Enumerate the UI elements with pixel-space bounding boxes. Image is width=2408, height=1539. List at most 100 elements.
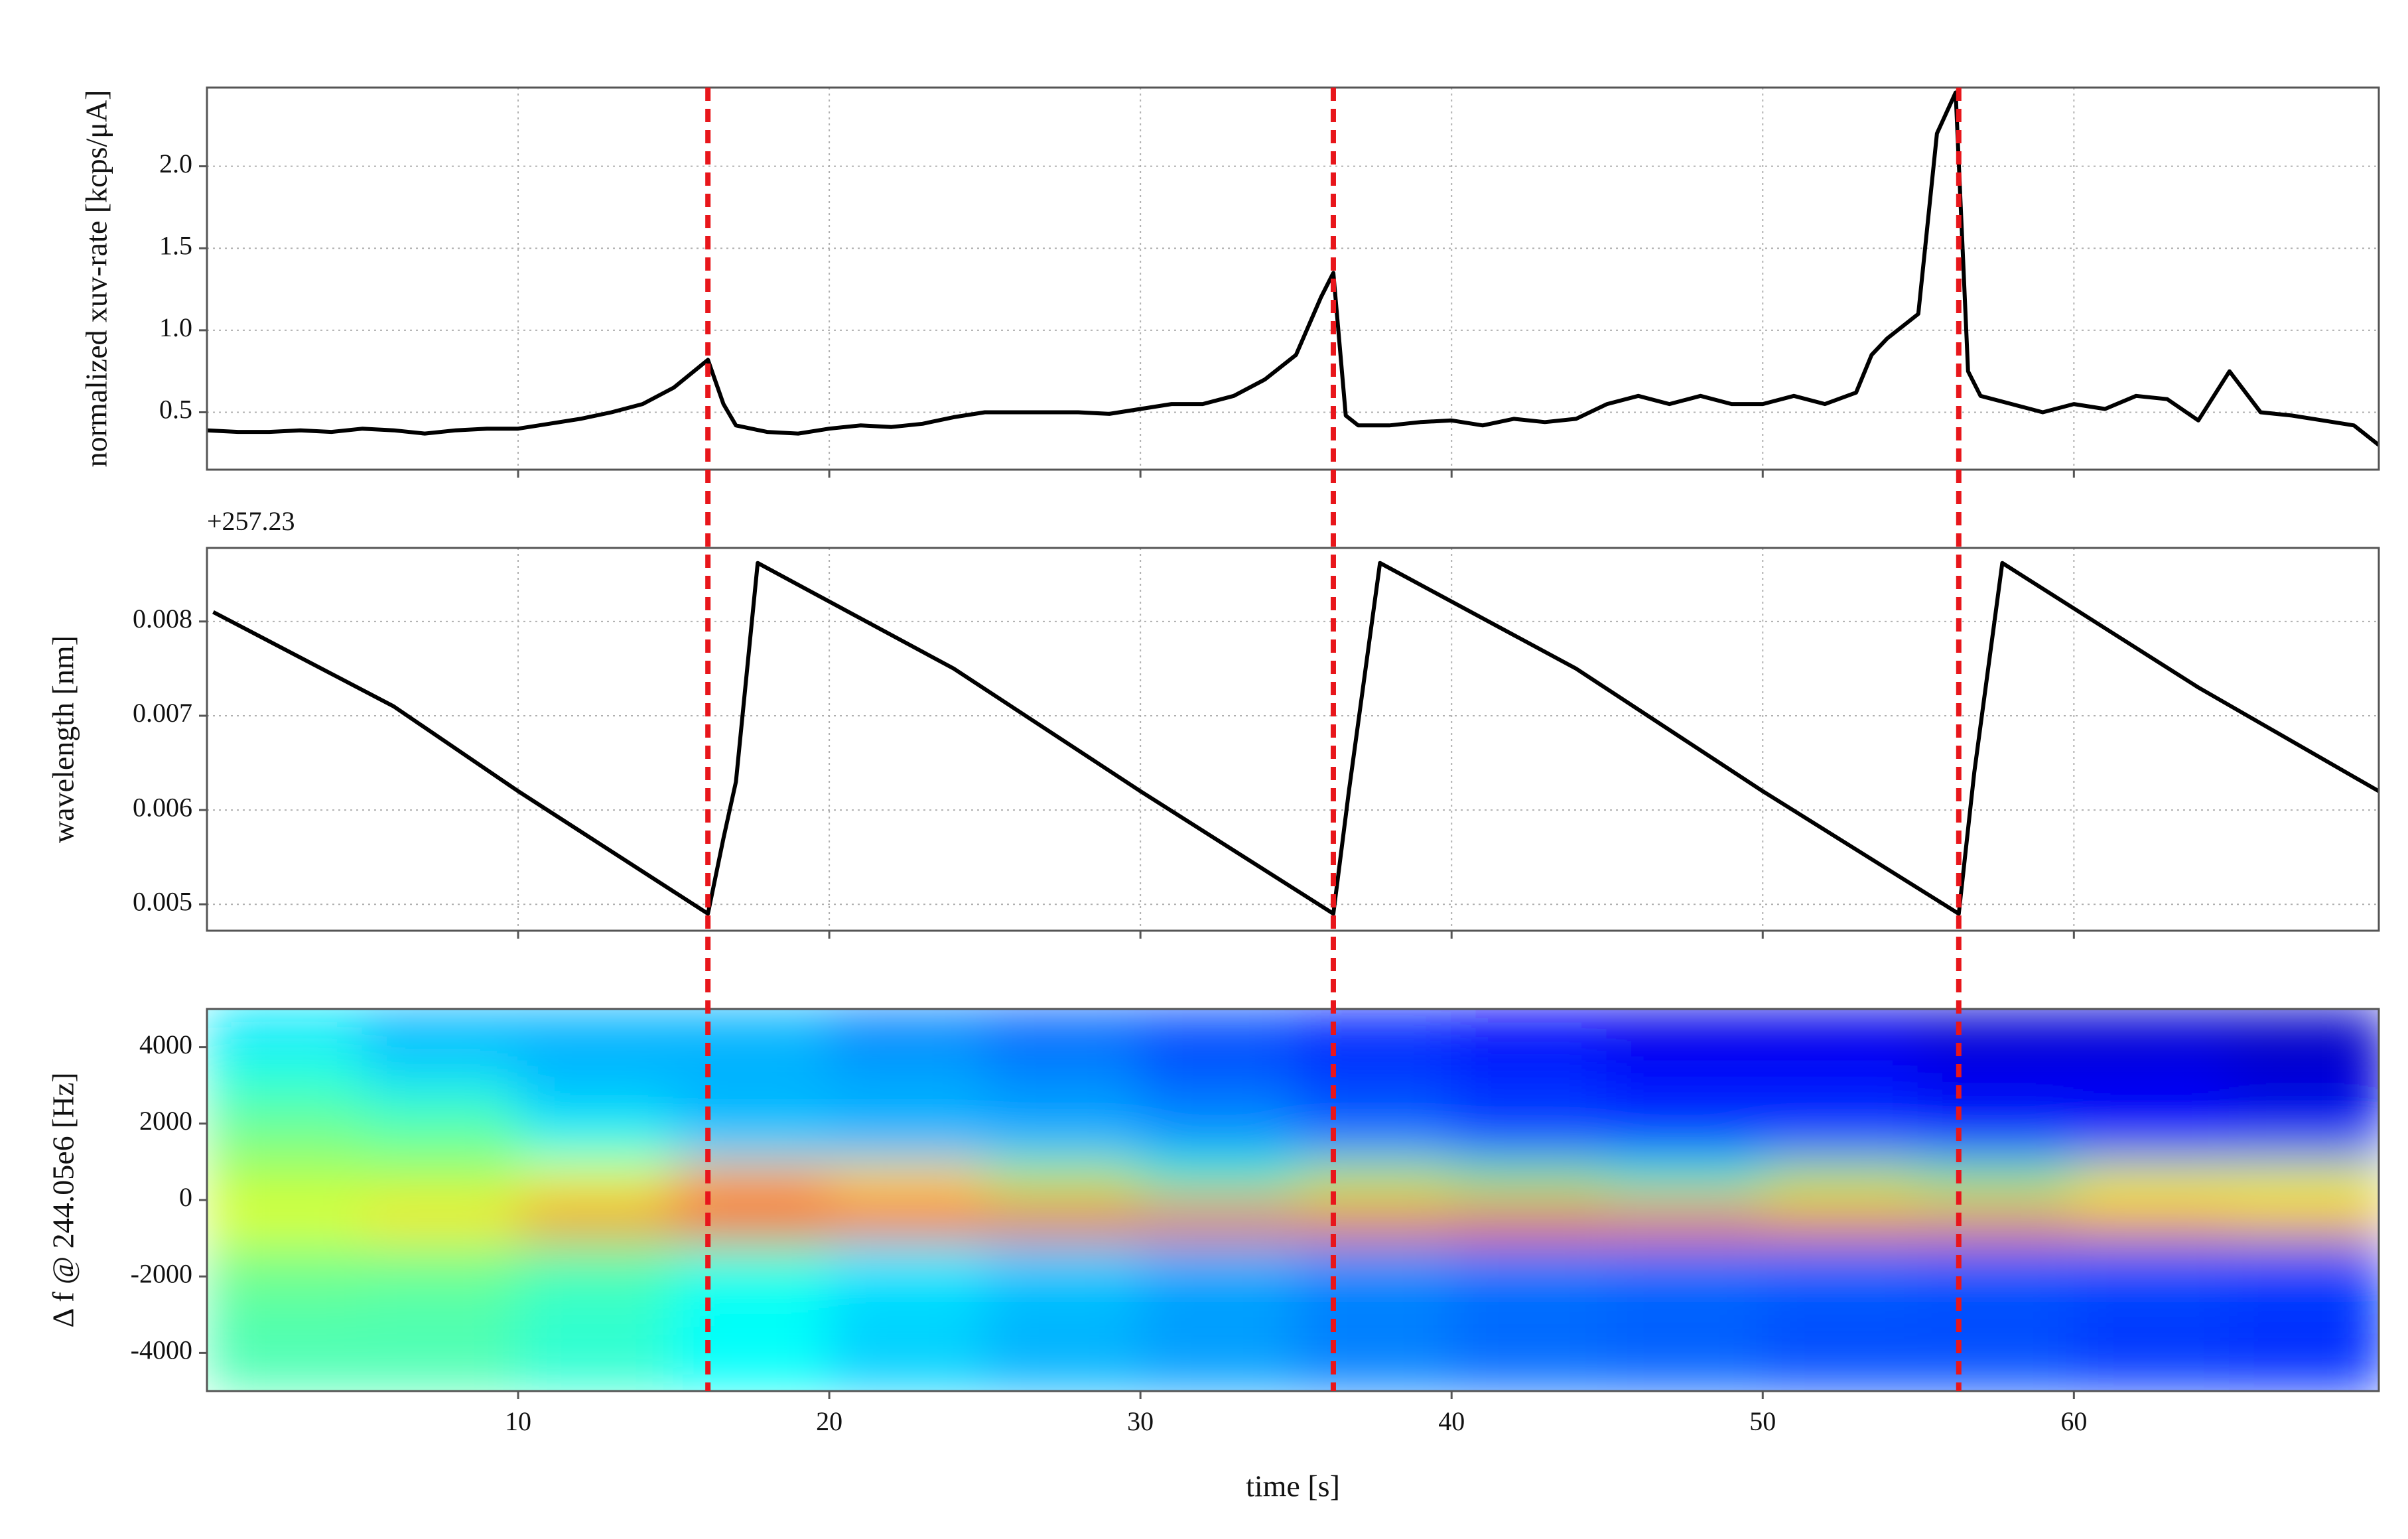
y-tick-label: 1.5 xyxy=(159,230,192,260)
heatmap-cell xyxy=(673,1085,831,1124)
heatmap-cell xyxy=(1917,1352,2075,1391)
heatmap-cell xyxy=(984,1276,1142,1315)
heatmap-cell xyxy=(1451,1276,1608,1315)
heatmap-cell xyxy=(2228,1046,2379,1087)
axes-frame xyxy=(206,86,2380,471)
heatmap-cell xyxy=(1295,1276,1453,1315)
heatmap-cell xyxy=(1762,1122,1919,1163)
heatmap-cell xyxy=(2073,1122,2230,1163)
axes-frame xyxy=(206,547,2380,932)
x-tick-label: 30 xyxy=(1127,1406,1154,1436)
heatmap-cell xyxy=(207,1199,364,1239)
heatmap-cell xyxy=(673,1352,831,1391)
heatmap-cell xyxy=(1606,1237,1764,1278)
heatmap-cell xyxy=(673,1237,831,1278)
heatmap-cell xyxy=(362,1009,519,1048)
heatmap-cell xyxy=(829,1313,986,1354)
heatmap-cell xyxy=(2073,1352,2230,1391)
y-tick-label: 0.5 xyxy=(159,395,192,425)
heatmap-cell xyxy=(2073,1161,2230,1201)
heatmap-cell xyxy=(673,1276,831,1315)
heatmap-cell xyxy=(207,1009,364,1048)
heatmap-cell xyxy=(2073,1276,2230,1315)
y-tick-label: 0.008 xyxy=(133,604,192,634)
y-tick-label: 0.006 xyxy=(133,792,192,822)
heatmap-cell xyxy=(517,1122,675,1163)
heatmap-cell xyxy=(1451,1352,1608,1391)
offset-label: +257.23 xyxy=(207,506,295,536)
heatmap-cell xyxy=(362,1276,519,1315)
heatmap-cell xyxy=(1295,1237,1453,1278)
heatmap-cell xyxy=(1295,1161,1453,1201)
y-tick-label: 2.0 xyxy=(159,149,192,178)
heatmap-cell xyxy=(207,1313,364,1354)
heatmap-cell xyxy=(207,1237,364,1278)
y-axis-label: normalized xuv-rate [kcps/μA] xyxy=(80,90,113,468)
heatmap-cell xyxy=(2228,1085,2379,1124)
heatmap-cell xyxy=(362,1161,519,1201)
heatmap-cell xyxy=(517,1199,675,1239)
heatmap-cell xyxy=(829,1046,986,1087)
y-tick-label: -4000 xyxy=(131,1335,192,1365)
heatmap-cell xyxy=(362,1237,519,1278)
heatmap-cell xyxy=(1917,1009,2075,1048)
y-tick-label: 2000 xyxy=(139,1106,192,1136)
heatmap-cell xyxy=(517,1046,675,1087)
heatmap-cell xyxy=(984,1046,1142,1087)
heatmap-cell xyxy=(1762,1313,1919,1354)
heatmap-cell xyxy=(984,1199,1142,1239)
x-axis-label: time [s] xyxy=(1246,1469,1340,1503)
heatmap-cell xyxy=(1606,1199,1764,1239)
heatmap-cell xyxy=(1606,1313,1764,1354)
heatmap-cell xyxy=(362,1085,519,1124)
x-tick-label: 10 xyxy=(505,1406,531,1436)
heatmap-cell xyxy=(2073,1199,2230,1239)
y-tick-label: 0 xyxy=(179,1182,192,1212)
heatmap-cell xyxy=(1606,1009,1764,1048)
y-axis-label: Δ f @ 244.05e6 [Hz] xyxy=(46,1073,80,1328)
heatmap-cell xyxy=(673,1313,831,1354)
heatmap-cell xyxy=(362,1046,519,1087)
heatmap-cell xyxy=(517,1352,675,1391)
heatmap-cell xyxy=(2228,1313,2379,1354)
heatmap-cell xyxy=(362,1352,519,1391)
heatmap-cell xyxy=(1140,1276,1297,1315)
heatmap-cell xyxy=(829,1276,986,1315)
heatmap-cell xyxy=(1295,1046,1453,1087)
heatmap-cell xyxy=(1762,1237,1919,1278)
heatmap xyxy=(207,1009,2379,1391)
heatmap-cell xyxy=(984,1161,1142,1201)
heatmap-cell xyxy=(1451,1199,1608,1239)
heatmap-cell xyxy=(1451,1122,1608,1163)
heatmap-cell xyxy=(829,1009,986,1048)
heatmap-cell xyxy=(1140,1352,1297,1391)
heatmap-cell xyxy=(829,1085,986,1124)
heatmap-cell xyxy=(1762,1085,1919,1124)
heatmap-cell xyxy=(1140,1313,1297,1354)
heatmap-cell xyxy=(2073,1237,2230,1278)
heatmap-cell xyxy=(1140,1122,1297,1163)
heatmap-cell xyxy=(517,1237,675,1278)
heatmap-cell xyxy=(2073,1009,2230,1048)
heatmap-cell xyxy=(1917,1237,2075,1278)
heatmap-cell xyxy=(2228,1009,2379,1048)
heatmap-cell xyxy=(207,1276,364,1315)
heatmap-cell xyxy=(1295,1122,1453,1163)
heatmap-cell xyxy=(207,1046,364,1087)
heatmap-cell xyxy=(1917,1199,2075,1239)
heatmap-cell xyxy=(1917,1161,2075,1201)
heatmap-cell xyxy=(1917,1313,2075,1354)
heatmap-cell xyxy=(1917,1085,2075,1124)
heatmap-cell xyxy=(673,1122,831,1163)
heatmap-cell xyxy=(1451,1009,1608,1048)
heatmap-cell xyxy=(1762,1352,1919,1391)
heatmap-cell xyxy=(673,1199,831,1239)
heatmap-cell xyxy=(207,1085,364,1124)
heatmap-cell xyxy=(984,1352,1142,1391)
heatmap-cell xyxy=(1917,1122,2075,1163)
line xyxy=(207,90,2379,447)
heatmap-cell xyxy=(362,1313,519,1354)
heatmap-cell xyxy=(207,1352,364,1391)
heatmap-cell xyxy=(1606,1122,1764,1163)
